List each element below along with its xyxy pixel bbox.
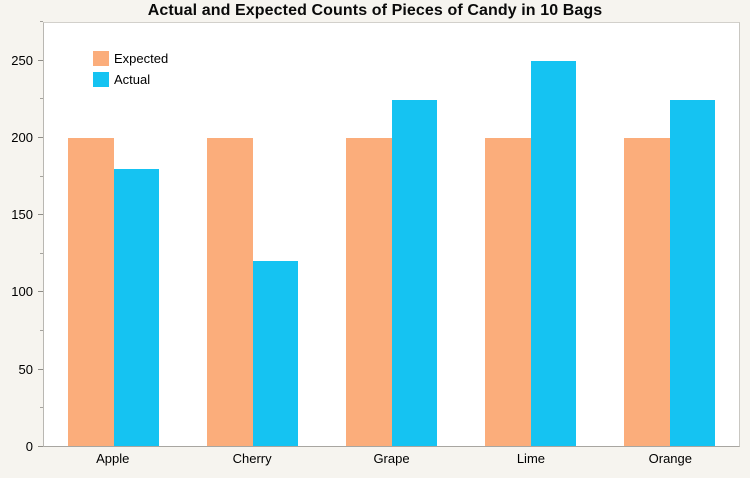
y-tick-label-150: 150 <box>11 207 33 223</box>
legend-label-expected: Expected <box>114 51 169 66</box>
plot-area: Expected Actual <box>43 22 740 447</box>
x-tick-label-grape: Grape <box>373 451 410 466</box>
y-tick-250 <box>38 59 43 61</box>
y-tick-0 <box>38 446 43 447</box>
x-tick-label-cherry: Cherry <box>232 451 272 466</box>
y-minor-tick-225 <box>40 98 43 100</box>
bar-actual-cherry[interactable] <box>252 261 298 446</box>
bar-expected-lime[interactable] <box>485 138 531 446</box>
y-tick-200 <box>38 136 43 138</box>
legend-swatch-expected <box>93 51 109 66</box>
bar-expected-grape[interactable] <box>346 138 392 446</box>
y-minor-tick-75 <box>40 330 43 332</box>
y-tick-label-200: 200 <box>11 129 33 145</box>
bar-expected-apple[interactable] <box>68 138 114 446</box>
x-axis: Apple Cherry Grape Lime Orange <box>43 451 740 466</box>
chart-title: Actual and Expected Counts of Pieces of … <box>147 2 603 19</box>
y-tick-label-50: 50 <box>18 361 33 377</box>
legend-item-actual[interactable]: Actual <box>93 72 168 87</box>
x-tick-label-apple: Apple <box>96 451 130 466</box>
y-tick-label-100: 100 <box>11 284 33 300</box>
y-minor-tick-125 <box>40 252 43 254</box>
bar-expected-orange[interactable] <box>624 138 670 446</box>
legend-label-actual: Actual <box>114 72 151 87</box>
x-tick-label-orange: Orange <box>648 451 693 466</box>
bar-group-orange <box>600 23 739 446</box>
y-minor-tick-275 <box>40 21 43 22</box>
y-tick-label-250: 250 <box>11 52 33 68</box>
y-minor-tick-25 <box>40 407 43 409</box>
y-tick-label-0: 0 <box>25 439 33 454</box>
bar-group-cherry <box>183 23 322 446</box>
bar-group-lime <box>461 23 600 446</box>
legend-item-expected[interactable]: Expected <box>93 51 168 66</box>
bar-group-apple <box>44 23 183 446</box>
y-tick-100 <box>38 291 43 293</box>
y-minor-tick-175 <box>40 175 43 177</box>
legend-swatch-actual <box>93 72 109 87</box>
bar-group-grape <box>322 23 461 446</box>
legend: Expected Actual <box>93 51 168 87</box>
bars-container <box>44 23 739 446</box>
bar-expected-cherry[interactable] <box>207 138 253 446</box>
y-tick-150 <box>38 214 43 216</box>
y-tick-50 <box>38 368 43 370</box>
bar-actual-apple[interactable] <box>113 169 159 446</box>
x-tick-label-lime: Lime <box>516 451 546 466</box>
bar-actual-lime[interactable] <box>530 61 576 446</box>
bar-actual-orange[interactable] <box>669 99 715 446</box>
bar-actual-grape[interactable] <box>391 99 437 446</box>
y-axis: 0 50 100 150 200 250 <box>0 21 43 454</box>
